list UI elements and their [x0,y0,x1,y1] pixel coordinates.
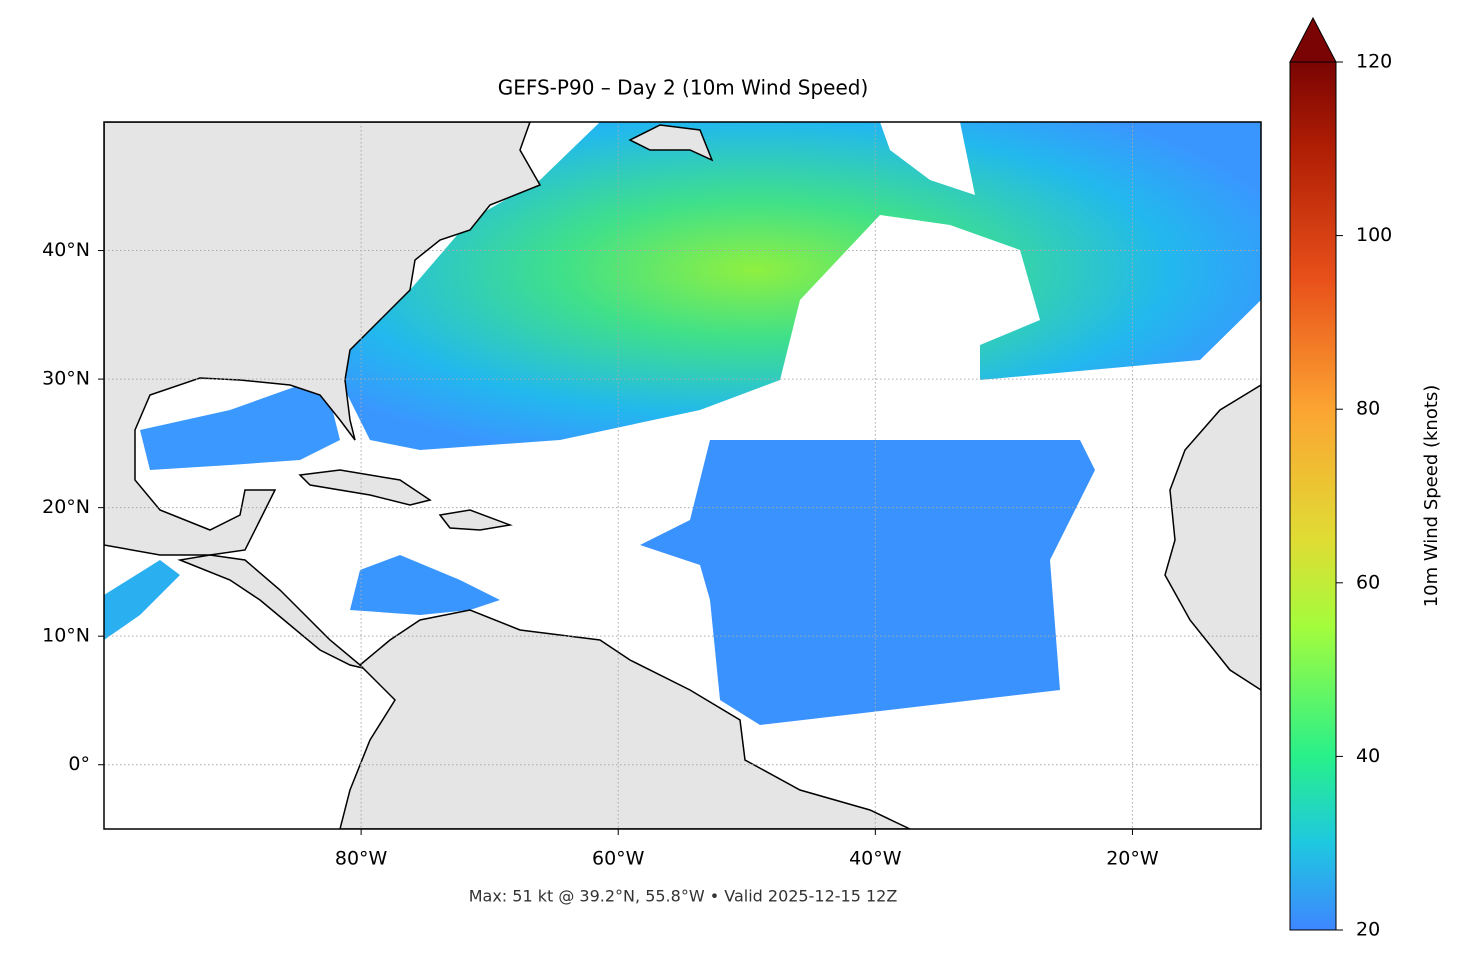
wind-field [350,555,500,615]
colorbar-extend [1289,16,1337,63]
wind-gap [880,122,975,195]
y-tick-label: 10°N [42,625,90,647]
y-tick-label: 0° [68,753,90,775]
south-america [339,609,911,829]
wind-field [640,440,1095,725]
colorbar-tick-label: 80 [1356,398,1380,420]
title: GEFS-P90 – Day 2 (10m Wind Speed) [498,76,869,100]
x-tick-label: 40°W [849,848,902,870]
map [104,122,1261,829]
hispaniola [438,509,513,531]
y-tick-label: 30°N [42,368,90,390]
wind-field [340,122,1261,450]
colorbar-tick-label: 120 [1356,51,1392,73]
map-frame [103,121,1262,830]
wind-field [140,385,340,470]
x-tick-label: 80°W [335,848,388,870]
colorbar-label: 10m Wind Speed (knots) [1421,385,1442,608]
north-america [104,122,542,556]
y-tick-label: 40°N [42,239,90,261]
y-tick-label: 20°N [42,496,90,518]
x-tick-label: 60°W [592,848,645,870]
colorbar-tick-label: 60 [1356,571,1380,593]
cuba [298,469,432,506]
axes: 80°W 60°W 40°W 20°W 0° 10°N 20°N 30°N 40°N 20 40 60… [42,51,1392,941]
footer: Max: 51 kt @ 39.2°N, 55.8°W • Valid 2025… [469,887,898,906]
newfoundland [628,124,714,162]
wind-field [104,560,180,640]
colorbar-tick-label: 20 [1356,919,1380,941]
colorbar [1289,61,1337,931]
x-tick-label: 20°W [1106,848,1159,870]
africa [1164,384,1261,691]
colorbar-tick-label: 100 [1356,224,1392,246]
colorbar-tick-label: 40 [1356,745,1380,767]
grid [104,122,1261,829]
